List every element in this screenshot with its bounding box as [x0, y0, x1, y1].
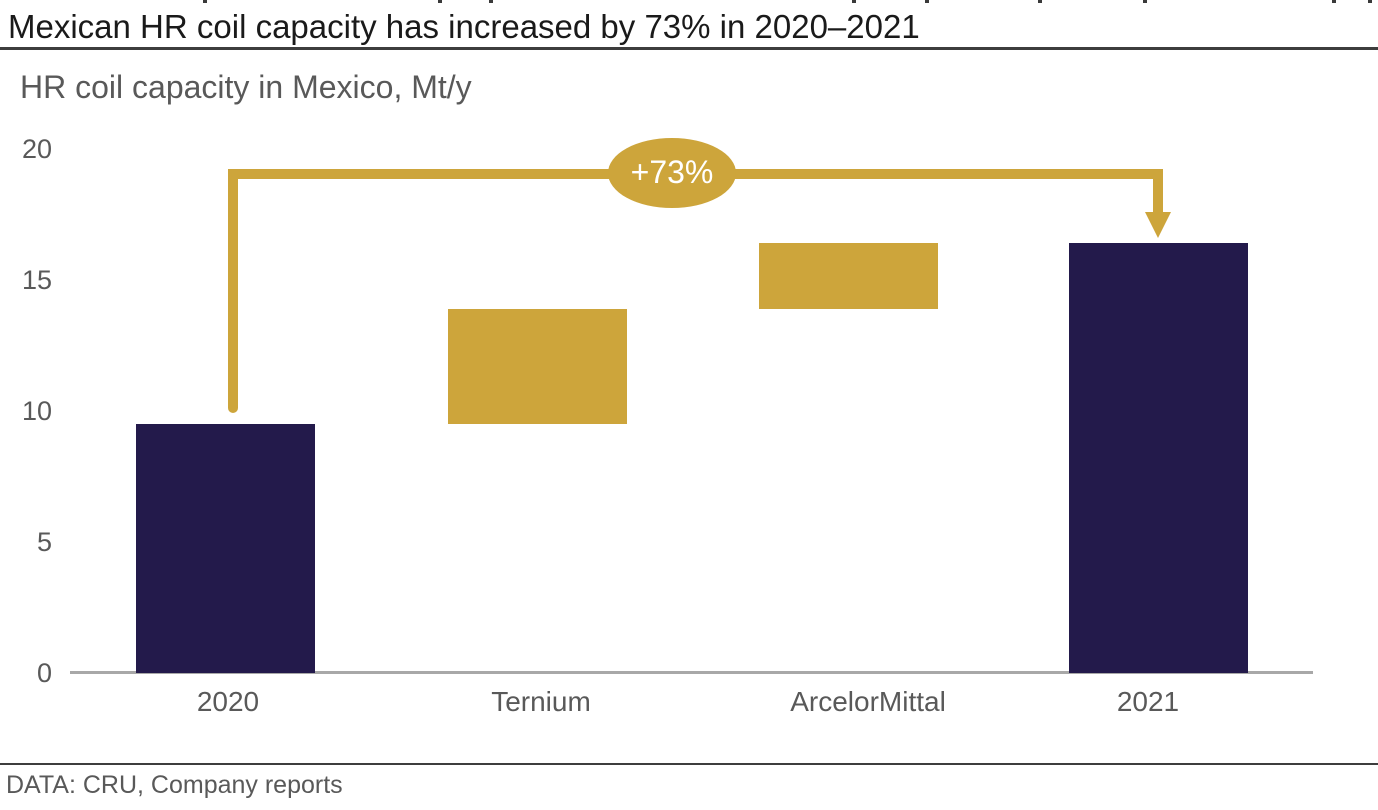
bar-ternium — [447, 308, 627, 425]
y-tick-label-10: 10 — [21, 396, 52, 426]
y-tick-label-20: 20 — [21, 134, 52, 164]
chart-axis-title: HR coil capacity in Mexico, Mt/y — [20, 69, 472, 105]
cropped-text-artifact — [203, 0, 207, 3]
y-tick-label-0: 0 — [36, 658, 52, 688]
category-label-ternium: Ternium — [491, 686, 591, 717]
cropped-text-artifact — [1332, 0, 1336, 3]
category-label-2020: 2020 — [196, 686, 260, 717]
cropped-text-artifact — [925, 0, 929, 3]
y-tick-label-5: 5 — [36, 527, 52, 557]
bar-2021 — [1068, 243, 1248, 673]
y-tick-label-15: 15 — [21, 265, 52, 295]
cropped-text-artifact — [1143, 0, 1147, 3]
category-label-arcelormittal: ArcelorMittal — [790, 686, 946, 717]
title-underline — [0, 47, 1378, 50]
cropped-text-artifact — [489, 0, 493, 3]
x-axis-line — [70, 671, 1313, 674]
cropped-text-artifact — [438, 0, 442, 3]
growth-annotation-label: +73% — [630, 154, 714, 190]
bar-2020 — [135, 424, 315, 673]
category-label-2021: 2021 — [1116, 686, 1180, 717]
growth-connector-left-line — [228, 169, 238, 414]
footer-divider — [0, 763, 1378, 765]
cropped-text-artifact — [1368, 0, 1372, 3]
cropped-text-artifact — [852, 0, 856, 3]
page-title: Mexican HR coil capacity has increased b… — [8, 8, 920, 45]
cropped-text-artifact — [1038, 0, 1042, 3]
bar-arcelormittal — [758, 243, 938, 309]
data-source-text: DATA: CRU, Company reports — [6, 771, 343, 799]
down-arrow-icon — [1145, 212, 1171, 239]
growth-annotation-ellipse: +73% — [608, 138, 736, 208]
growth-connector-right-line — [1153, 169, 1163, 213]
